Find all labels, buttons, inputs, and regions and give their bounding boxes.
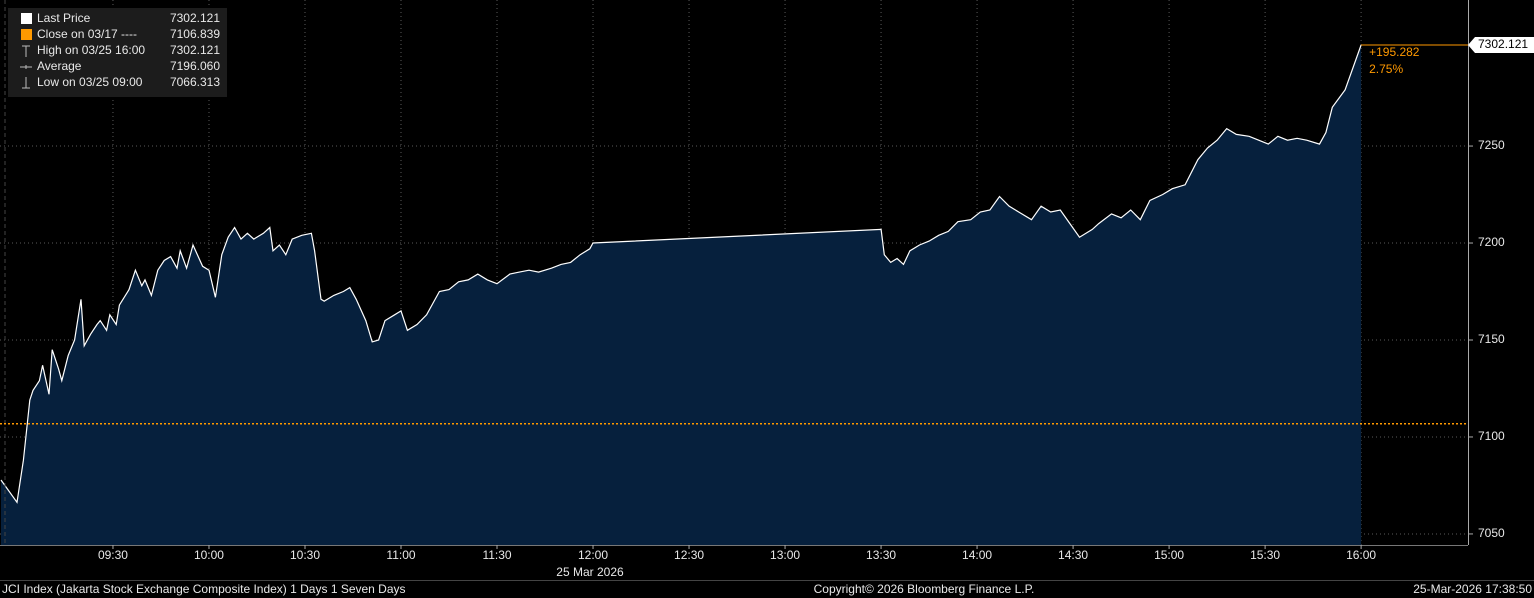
last-price-tag (1468, 36, 1534, 53)
x-tick-label: 10:30 (290, 548, 320, 562)
x-tick-label: 11:30 (482, 548, 511, 562)
y-tick-label: 7050 (1478, 526, 1505, 540)
legend-value: 7196.060 (170, 59, 220, 73)
legend-name: Close on 03/17 ---- (37, 27, 137, 41)
footer-right: 25-Mar-2026 17:38:50 (1413, 582, 1532, 596)
y-tick-label: 7250 (1478, 138, 1505, 152)
legend-icon (21, 29, 32, 40)
x-tick-label: 12:30 (674, 548, 704, 562)
x-tick-label: 11:00 (386, 548, 415, 562)
legend: Last Price 7302.121 Close on 03/17 ---- 710… (8, 8, 227, 97)
x-tick-label: 13:00 (770, 548, 800, 562)
plot-area (0, 0, 1468, 545)
x-tick-label: 16:00 (1346, 548, 1376, 562)
legend-icon (22, 45, 30, 57)
x-tick-label: 14:00 (962, 548, 992, 562)
legend-icon (20, 65, 32, 69)
y-tick-label: 7150 (1478, 332, 1505, 346)
x-tick-label: 09:30 (98, 548, 128, 562)
legend-name: High on 03/25 16:00 (37, 43, 145, 57)
area (0, 45, 1362, 545)
legend-value: 7302.121 (170, 43, 220, 57)
x-tick-label: 14:30 (1058, 548, 1088, 562)
legend-value: 7106.839 (170, 27, 220, 41)
x-tick-label: 10:00 (194, 548, 224, 562)
x-tick-label: 15:00 (1154, 548, 1184, 562)
y-tick-label: 7100 (1478, 429, 1505, 443)
price-line (0, 44, 1362, 504)
change-pct-label: 2.75% (1369, 62, 1403, 76)
change-label: +195.282 (1369, 45, 1420, 59)
legend-value: 7302.121 (170, 11, 220, 25)
legend-name: Average (37, 59, 82, 73)
x-date-label: 25 Mar 2026 (556, 565, 624, 579)
legend-name: Low on 03/25 09:00 (37, 75, 143, 89)
legend-icon (22, 77, 30, 89)
last-price-label: 7302.121 (1478, 37, 1528, 51)
legend-name: Last Price (37, 11, 91, 25)
x-tick-label: 13:30 (866, 548, 896, 562)
footer-left: JCI Index (Jakarta Stock Exchange Compos… (2, 582, 406, 596)
y-tick-label: 7200 (1478, 235, 1505, 249)
legend-box (8, 8, 227, 97)
legend-icon (21, 13, 32, 24)
legend-value: 7066.313 (170, 75, 220, 89)
x-tick-label: 15:30 (1250, 548, 1280, 562)
x-tick-label: 12:00 (578, 548, 608, 562)
footer-center: Copyright© 2026 Bloomberg Finance L.P. (814, 582, 1035, 596)
